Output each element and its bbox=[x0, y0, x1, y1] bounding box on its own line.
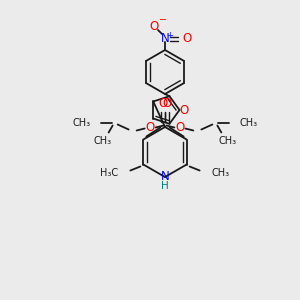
Text: N: N bbox=[160, 32, 169, 46]
Text: O: O bbox=[162, 97, 171, 110]
Text: −: − bbox=[159, 15, 167, 25]
Text: CH₃: CH₃ bbox=[218, 136, 236, 146]
Text: +: + bbox=[167, 31, 173, 40]
Text: CH₃: CH₃ bbox=[73, 118, 91, 128]
Text: CH₃: CH₃ bbox=[239, 118, 257, 128]
Text: N: N bbox=[160, 169, 169, 182]
Text: CH₃: CH₃ bbox=[94, 136, 112, 146]
Text: O: O bbox=[176, 121, 185, 134]
Text: O: O bbox=[182, 32, 192, 46]
Text: O: O bbox=[145, 121, 154, 134]
Text: O: O bbox=[149, 20, 159, 32]
Text: O: O bbox=[179, 103, 188, 116]
Text: O: O bbox=[159, 97, 168, 110]
Text: H: H bbox=[161, 181, 169, 191]
Text: CH₃: CH₃ bbox=[212, 167, 230, 178]
Text: H₃C: H₃C bbox=[100, 167, 118, 178]
